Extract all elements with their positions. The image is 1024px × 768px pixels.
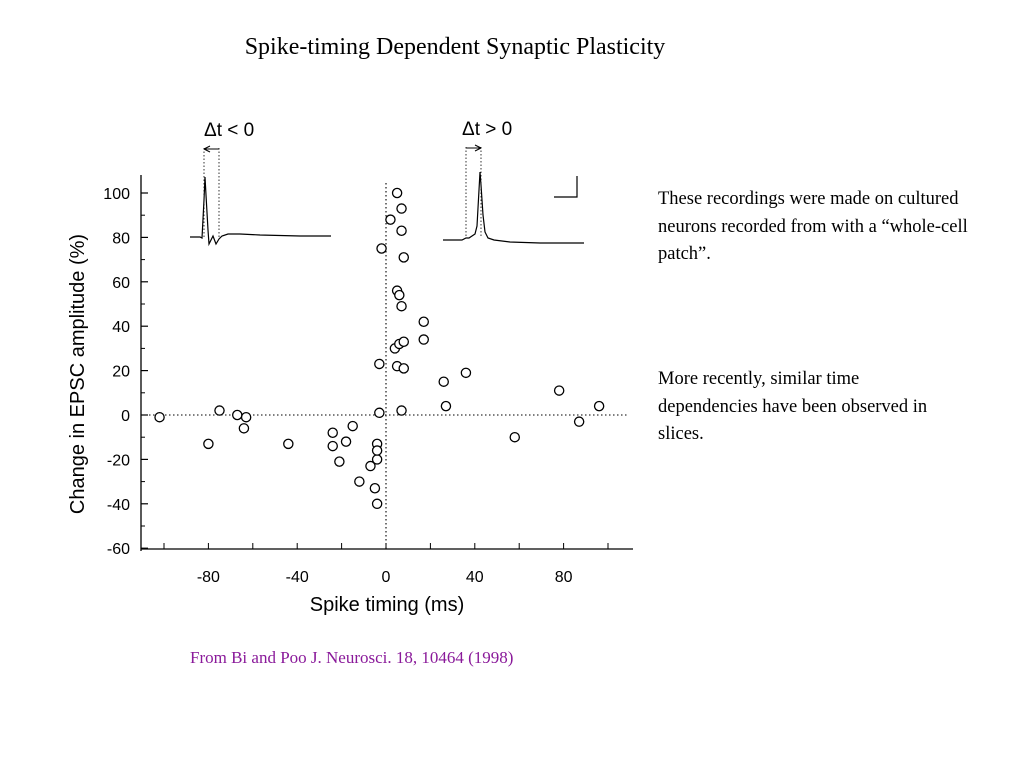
data-point: [391, 187, 403, 199]
x-tick-label: -40: [286, 569, 309, 586]
inset-positive-dt: Δt > 0: [443, 119, 584, 244]
data-points: [154, 187, 605, 510]
inset-positive-trace: [443, 171, 584, 244]
x-axis-label: Spike timing (ms): [310, 594, 464, 616]
inset-negative-trace: [190, 176, 331, 247]
x-tick-label: 0: [382, 569, 391, 586]
data-point: [553, 385, 565, 396]
data-point: [593, 400, 605, 412]
data-point: [371, 445, 383, 456]
inset-negative-dt: Δt < 0: [190, 120, 331, 247]
data-point: [154, 411, 165, 423]
data-point: [214, 405, 225, 416]
y-tick-label: -60: [107, 541, 130, 558]
y-tick-label: -20: [107, 452, 130, 469]
x-ticks: -80 -40 0 40 80: [163, 543, 609, 586]
y-tick-label: 80: [112, 230, 130, 247]
data-point: [418, 334, 429, 345]
data-point: [573, 416, 585, 427]
citation: From Bi and Poo J. Neurosci. 18, 10464 (…: [190, 648, 514, 667]
data-point: [354, 476, 365, 487]
data-point: [334, 456, 345, 467]
y-axis-label: Change in EPSC amplitude (%): [67, 234, 89, 514]
data-point: [238, 423, 250, 434]
x-tick-label: -80: [197, 569, 220, 586]
data-point: [396, 405, 407, 416]
y-tick-label: 40: [112, 319, 130, 336]
data-point: [385, 214, 396, 225]
data-point: [438, 376, 449, 387]
data-point: [340, 436, 352, 447]
data-point: [369, 483, 381, 494]
data-point: [398, 336, 410, 347]
data-point: [283, 438, 294, 450]
data-point: [371, 454, 383, 465]
data-point: [203, 438, 214, 450]
data-point: [396, 300, 407, 312]
y-tick-label: -40: [107, 497, 130, 514]
inset-negative-arrow: [203, 145, 219, 153]
data-point: [374, 358, 385, 370]
data-point: [327, 427, 338, 439]
data-point: [327, 440, 338, 452]
data-point: [460, 367, 472, 379]
data-point: [509, 431, 521, 443]
inset-positive-dt-label: Δt > 0: [462, 119, 512, 140]
data-point: [398, 363, 410, 374]
data-point: [347, 420, 358, 432]
scale-bar: [554, 176, 578, 198]
data-point: [418, 316, 429, 328]
data-point: [440, 400, 452, 412]
data-point: [371, 498, 383, 510]
y-tick-label: 100: [103, 186, 130, 203]
slide-title: Spike-timing Dependent Synaptic Plastici…: [244, 34, 666, 60]
y-tick-label: 60: [112, 275, 130, 292]
data-point: [396, 203, 407, 214]
data-point: [240, 411, 252, 423]
inset-positive-arrow: [466, 144, 482, 152]
data-point: [376, 243, 387, 254]
y-tick-label: 20: [112, 364, 130, 381]
y-ticks: -60 -40 -20 0 20 40 60 80 100: [103, 186, 148, 558]
data-point: [398, 252, 410, 263]
data-point: [394, 289, 405, 301]
data-point: [232, 409, 243, 421]
x-tick-label: 80: [555, 569, 573, 586]
note-slices: More recently, similar time dependencies…: [658, 369, 928, 444]
data-point: [396, 225, 407, 236]
data-point: [374, 407, 385, 419]
data-point: [365, 460, 376, 472]
x-tick-label: 40: [466, 569, 484, 586]
note-recordings: These recordings were made on cultured n…: [658, 189, 968, 264]
y-tick-label: 0: [121, 408, 130, 425]
inset-negative-dt-label: Δt < 0: [204, 120, 254, 141]
